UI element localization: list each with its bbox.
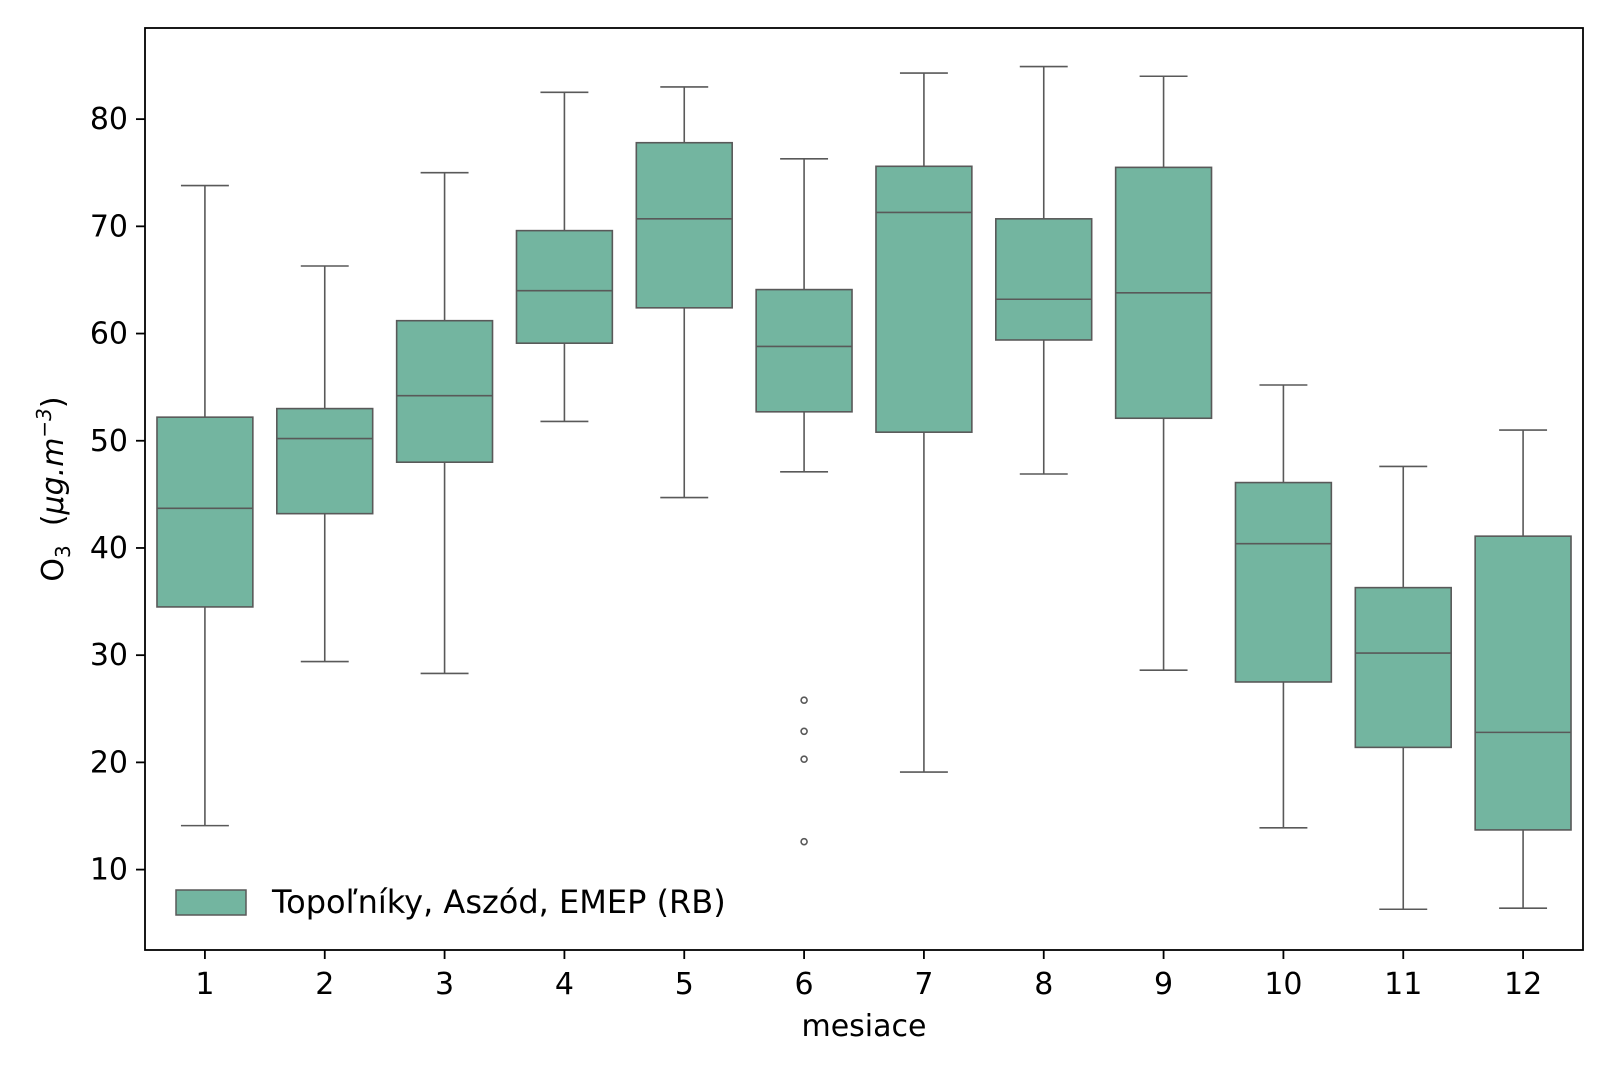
x-axis: 1 2 3 4 5 6 7 8 9 10 11 12 <box>195 950 1542 1002</box>
x-tick-label: 3 <box>435 967 454 1002</box>
box-iqr <box>1474 535 1572 831</box>
y-axis-label-unit: μg.m <box>36 438 71 516</box>
legend-swatch <box>175 889 247 916</box>
y-tick-label: 40 <box>90 531 128 566</box>
box-month-10 <box>1234 384 1333 829</box>
box-month-9 <box>1114 75 1213 671</box>
box-iqr <box>1354 586 1452 749</box>
x-tick-label: 12 <box>1504 967 1542 1002</box>
box-month-7 <box>875 72 973 773</box>
y-tick-label: 70 <box>90 209 128 244</box>
y-axis-label-unit-sup: −3 <box>32 408 56 437</box>
x-tick-label: 8 <box>1034 967 1053 1002</box>
x-tick-label: 9 <box>1154 967 1173 1002</box>
y-axis-label-sub: 3 <box>51 545 75 558</box>
x-axis-label: mesiace <box>802 1009 927 1044</box>
y-tick-label: 60 <box>90 317 128 352</box>
legend-label: Topoľníky, Aszód, EMEP (RB) <box>271 883 726 921</box>
y-tick-label: 10 <box>90 853 128 888</box>
y-tick-label: 30 <box>90 638 128 673</box>
x-tick-label: 4 <box>555 967 574 1002</box>
outlier-point <box>800 837 808 846</box>
box-iqr <box>1234 481 1333 683</box>
box-iqr <box>635 141 733 309</box>
boxes-layer <box>156 65 1572 911</box>
y-axis-label-base: O <box>36 558 71 582</box>
x-tick-label: 10 <box>1264 967 1302 1002</box>
plot-frame <box>144 27 1584 951</box>
box-iqr <box>395 319 494 463</box>
y-tick-label: 80 <box>90 102 128 137</box>
x-tick-label: 11 <box>1384 967 1422 1002</box>
x-tick-label: 6 <box>795 967 814 1002</box>
box-month-11 <box>1354 465 1452 911</box>
box-month-2 <box>276 265 374 663</box>
x-tick-label: 1 <box>195 967 214 1002</box>
outlier-point <box>800 727 808 736</box>
y-tick-label: 50 <box>90 424 128 459</box>
plot-background <box>145 28 1583 950</box>
box-iqr <box>755 288 853 413</box>
y-axis-label-unit-open: ( <box>36 514 71 545</box>
box-iqr <box>156 416 254 608</box>
y-axis-label: O3 (μg.m−3) <box>32 396 75 581</box>
box-iqr <box>995 218 1093 341</box>
y-tick-label: 20 <box>90 745 128 780</box>
y-axis: 10 20 30 40 50 60 70 80 <box>90 102 145 888</box>
y-axis-label-unit-close: ) <box>36 396 71 408</box>
outlier-point <box>800 755 808 763</box>
legend: Topoľníky, Aszód, EMEP (RB) <box>175 883 726 921</box>
box-month-12 <box>1474 429 1572 909</box>
x-tick-label: 2 <box>315 967 334 1002</box>
outlier-point <box>800 696 808 705</box>
box-month-1 <box>156 184 254 827</box>
box-month-3 <box>395 171 494 675</box>
box-month-6 <box>755 157 853 846</box>
x-tick-label: 7 <box>914 967 933 1002</box>
box-month-4 <box>515 91 614 423</box>
box-iqr <box>276 407 374 515</box>
box-month-5 <box>635 86 733 499</box>
box-iqr <box>875 165 973 433</box>
x-tick-label: 5 <box>675 967 694 1002</box>
box-iqr <box>515 229 614 344</box>
box-month-8 <box>995 65 1093 475</box>
